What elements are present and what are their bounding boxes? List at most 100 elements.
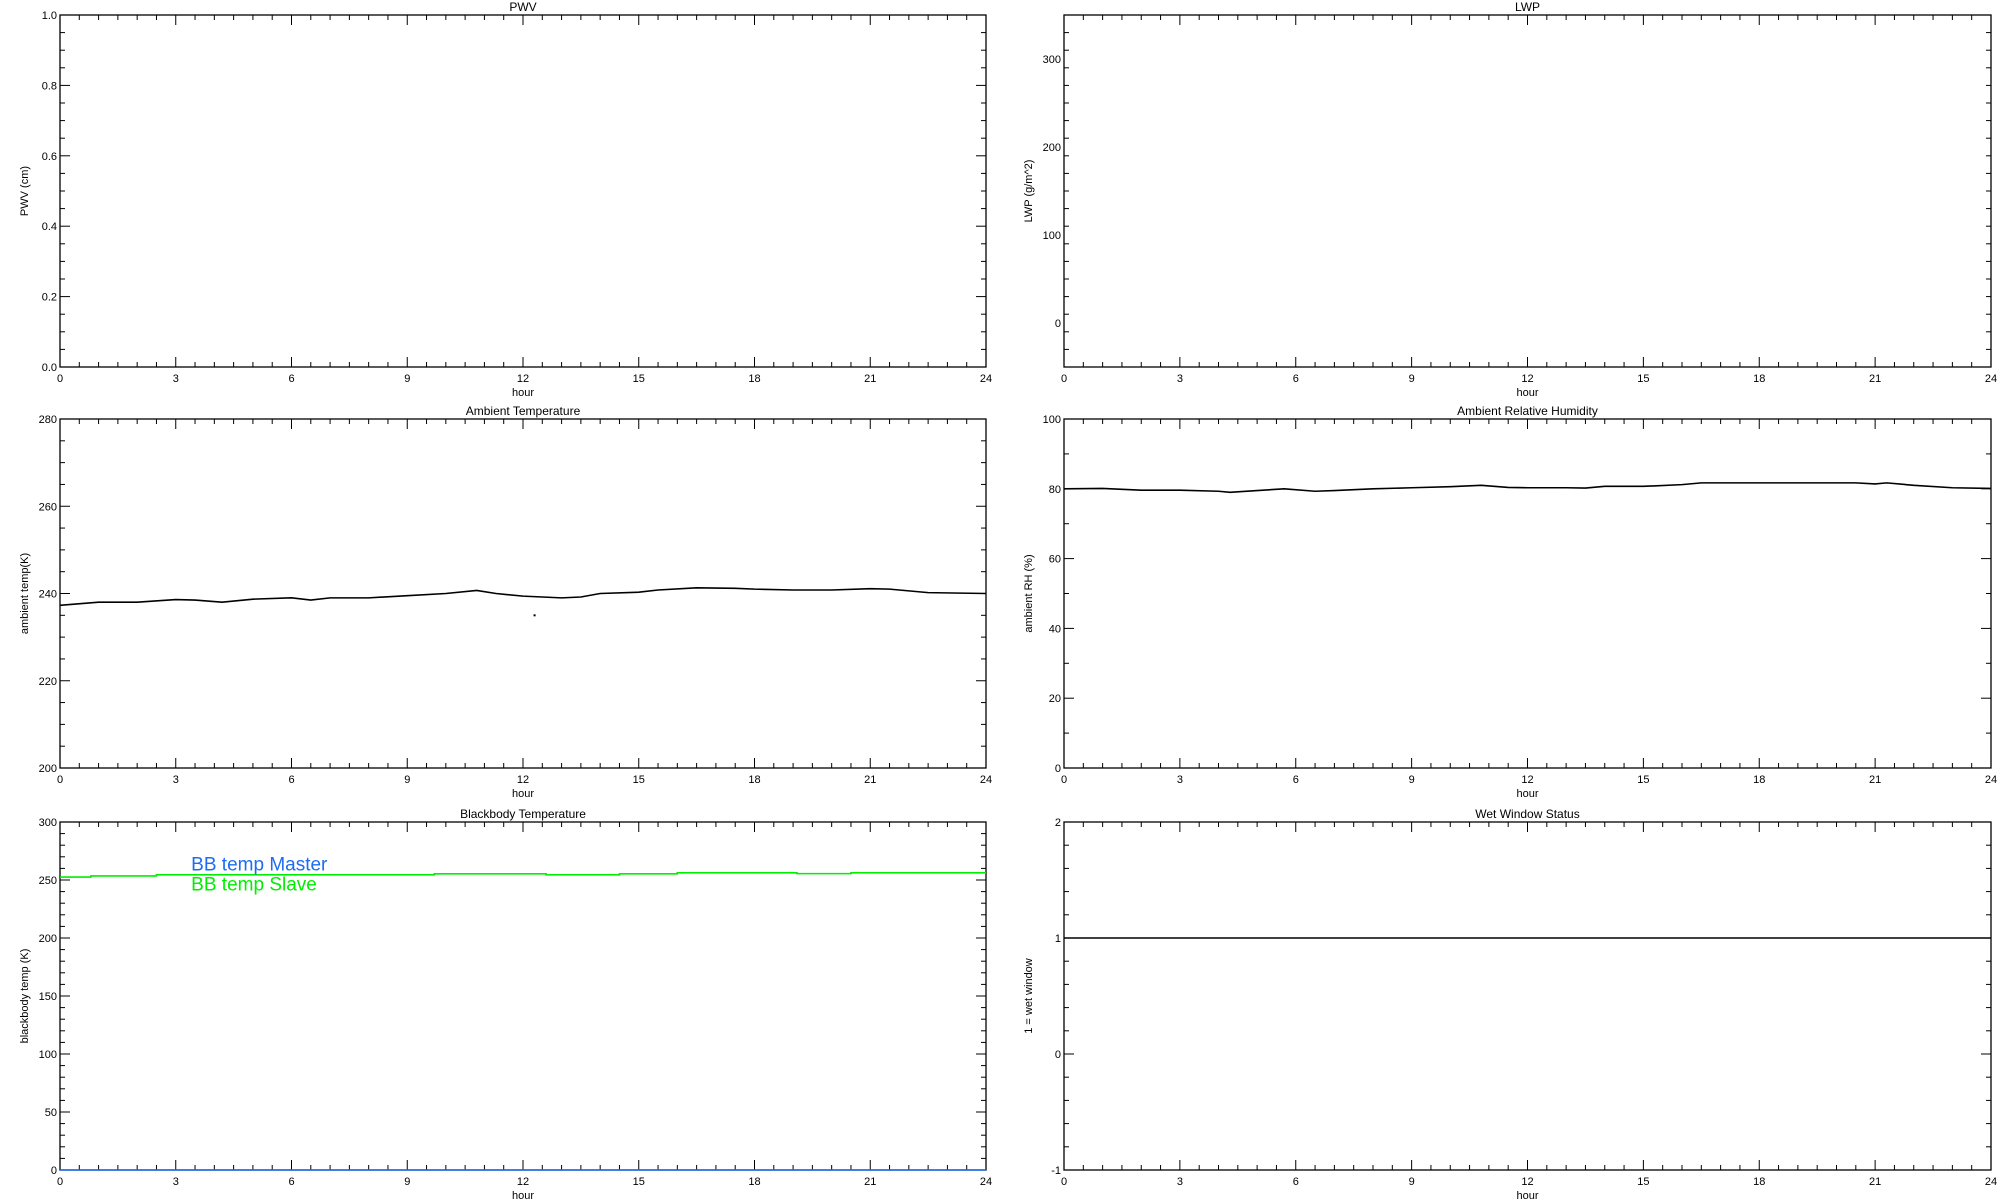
x-tick-label: 12	[1521, 1176, 1533, 1188]
y-tick-label: 250	[39, 875, 57, 887]
x-axis-label: hour	[1516, 1190, 1538, 1200]
series-line-0	[59, 587, 987, 607]
plot-frame	[59, 418, 987, 769]
legend-entry: BB temp Master	[191, 855, 328, 876]
y-axis-label: 1 = wet window	[1023, 958, 1035, 1034]
x-tick-label: 15	[633, 774, 645, 786]
x-tick-label: 9	[404, 774, 410, 786]
y-tick-label: 200	[1043, 142, 1061, 154]
x-tick-label: 3	[173, 373, 179, 385]
plot-frame	[1063, 821, 1992, 1171]
x-tick-label: 21	[1869, 774, 1881, 786]
x-tick-label: 9	[404, 1176, 410, 1188]
x-tick-label: 18	[748, 1176, 760, 1188]
x-tick-label: 18	[1753, 1176, 1765, 1188]
x-axis-label: hour	[512, 788, 534, 800]
x-tick-label: 12	[517, 774, 529, 786]
y-tick-label: 0.8	[42, 80, 57, 92]
x-tick-label: 9	[1409, 1176, 1415, 1188]
y-tick-label: 240	[39, 589, 57, 601]
x-tick-label: 24	[1985, 373, 1997, 385]
plot-frame	[1063, 14, 1992, 368]
y-tick-label: 150	[39, 991, 57, 1003]
y-axis-label: ambient temp(K)	[19, 553, 31, 634]
x-tick-label: 3	[1177, 774, 1183, 786]
y-tick-label: 0.4	[42, 221, 57, 233]
x-tick-label: 18	[1753, 373, 1765, 385]
x-tick-label: 0	[1061, 373, 1067, 385]
chart-panel: Ambient Temperature hour ambient temp(K) 0 3…	[19, 404, 992, 800]
x-tick-label: 6	[1293, 373, 1299, 385]
x-tick-label: 21	[1869, 373, 1881, 385]
x-tick-label: 0	[57, 774, 63, 786]
x-tick-label: 3	[1177, 1176, 1183, 1188]
x-tick-label: 6	[1293, 1176, 1299, 1188]
y-tick-label: 1.0	[42, 10, 57, 22]
x-tick-label: 15	[633, 1176, 645, 1188]
chart-title: PWV	[509, 0, 536, 14]
y-axis-label: PWV (cm)	[19, 166, 31, 216]
y-tick-label: 100	[39, 1049, 57, 1061]
x-tick-label: 15	[1637, 373, 1649, 385]
y-tick-label: 0	[1055, 318, 1061, 330]
y-tick-label: 60	[1049, 554, 1061, 566]
plot-frame	[59, 14, 987, 368]
y-tick-label: 0.6	[42, 151, 57, 163]
y-tick-label: 40	[1049, 623, 1061, 635]
y-tick-label: 50	[45, 1107, 57, 1119]
y-tick-label: 300	[39, 817, 57, 829]
x-tick-label: 18	[748, 774, 760, 786]
x-tick-label: 15	[633, 373, 645, 385]
y-tick-label: 0	[1055, 763, 1061, 775]
series-line-1	[60, 872, 986, 878]
x-tick-label: 18	[748, 373, 760, 385]
chart-panel: PWV hour PWV (cm) 0 3 6 9 12 15 18 21 24 0.0 0.2 0.4 0.…	[19, 0, 992, 399]
y-tick-label: 0	[1055, 1049, 1061, 1061]
chart-panel: Ambient Relative Humidity hour ambient RH …	[1023, 404, 1997, 800]
x-tick-label: 18	[1753, 774, 1765, 786]
x-axis-label: hour	[1516, 788, 1538, 800]
y-tick-label: 220	[39, 676, 57, 688]
x-tick-label: 12	[1521, 774, 1533, 786]
x-tick-label: 6	[1293, 774, 1299, 786]
x-tick-label: 0	[1061, 1176, 1067, 1188]
x-tick-label: 21	[864, 373, 876, 385]
y-tick-label: 20	[1049, 693, 1061, 705]
x-axis-label: hour	[1516, 387, 1538, 399]
series-line-0	[1063, 482, 1992, 494]
x-tick-label: 21	[864, 774, 876, 786]
chart-title: Ambient Relative Humidity	[1457, 404, 1598, 418]
chart-title: LWP	[1515, 0, 1540, 14]
plot-frame	[1063, 418, 1992, 769]
x-tick-label: 6	[288, 1176, 294, 1188]
x-tick-label: 9	[1409, 373, 1415, 385]
x-tick-label: 3	[173, 774, 179, 786]
y-axis-label: blackbody temp (K)	[19, 949, 31, 1044]
x-tick-label: 12	[517, 373, 529, 385]
y-tick-label: 100	[1043, 230, 1061, 242]
x-tick-label: 9	[404, 373, 410, 385]
chart-panel: LWP hour LWP (g/m^2) 0 3 6 9 12 15 18 21 24 0 100 200 3…	[1023, 0, 1997, 399]
chart-panel: Wet Window Status hour 1 = wet window 0 3 6 9 1…	[1023, 807, 1997, 1200]
chart-title: Blackbody Temperature	[460, 807, 586, 821]
y-axis-label: ambient RH (%)	[1023, 554, 1035, 632]
x-tick-label: 0	[57, 373, 63, 385]
x-tick-label: 0	[57, 1176, 63, 1188]
y-axis-label: LWP (g/m^2)	[1023, 160, 1035, 223]
x-tick-label: 6	[288, 373, 294, 385]
x-tick-label: 3	[173, 1176, 179, 1188]
y-tick-label: 1	[1055, 933, 1061, 945]
y-tick-label: 2	[1055, 817, 1061, 829]
x-tick-label: 9	[1409, 774, 1415, 786]
x-tick-label: 24	[980, 1176, 992, 1188]
x-tick-label: 15	[1637, 1176, 1649, 1188]
x-tick-label: 15	[1637, 774, 1649, 786]
x-tick-label: 21	[1869, 1176, 1881, 1188]
y-tick-label: 0	[51, 1165, 57, 1177]
legend-entry: BB temp Slave	[191, 875, 317, 896]
chart-panel: Blackbody Temperature hour blackbody temp …	[19, 807, 992, 1200]
x-tick-label: 24	[1985, 774, 1997, 786]
y-tick-label: 100	[1043, 414, 1061, 426]
x-tick-label: 0	[1061, 774, 1067, 786]
y-tick-label: 80	[1049, 484, 1061, 496]
